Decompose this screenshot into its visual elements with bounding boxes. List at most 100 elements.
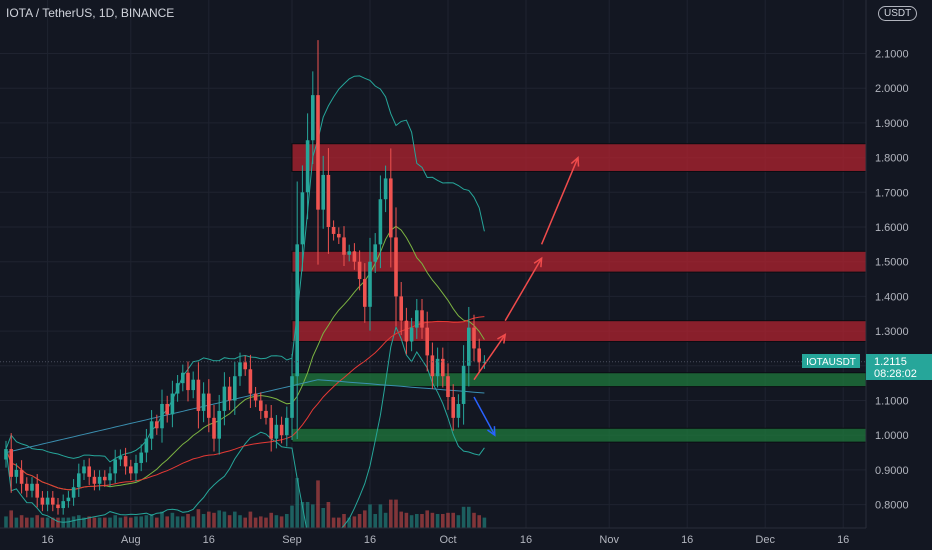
x-tick-label: Aug	[121, 534, 141, 546]
candle-body	[409, 327, 414, 342]
y-tick-label: 1.0000	[875, 430, 909, 442]
candle-body	[149, 421, 154, 439]
volume-bar	[82, 517, 86, 528]
projection-arrow-line	[473, 396, 496, 436]
candle-body	[451, 397, 455, 418]
candle-body	[347, 251, 351, 255]
x-tick-label: 16	[681, 534, 693, 546]
price-tag: IOTAUSDT 1.2115 08:28:02	[802, 354, 932, 380]
volume-bar	[207, 511, 211, 528]
candle-body	[77, 473, 81, 488]
y-tick-label: 0.9000	[875, 465, 909, 477]
volume-bar	[435, 514, 440, 528]
candle-body	[420, 310, 424, 328]
candle-body	[82, 466, 86, 474]
volume-bar	[129, 517, 133, 528]
volume-bar	[191, 516, 195, 528]
volume-bar	[108, 517, 112, 528]
symbol-tag-bg	[802, 354, 860, 368]
candle-body	[56, 504, 60, 509]
long-term-ma-line	[5, 379, 485, 454]
price-axis-background[interactable]	[866, 0, 932, 528]
candle-body	[144, 438, 149, 453]
volume-bar	[253, 517, 258, 528]
candle-body	[285, 417, 289, 436]
volume-bar	[123, 516, 128, 528]
volume-bar	[472, 512, 476, 528]
resistance-zone	[291, 250, 867, 273]
volume-bar	[118, 517, 123, 528]
y-tick-label: 1.9000	[875, 118, 909, 130]
candle-body	[40, 497, 45, 505]
volume-bar	[149, 514, 154, 528]
volume-bar	[97, 517, 102, 528]
volume-bar	[274, 515, 279, 528]
volume-bar	[399, 511, 403, 528]
candle-body	[259, 400, 263, 411]
candle-body	[389, 178, 393, 238]
volume-bar	[139, 516, 143, 528]
candle-body	[378, 199, 383, 245]
volume-bar	[160, 511, 164, 528]
y-tick-label: 1.7000	[875, 187, 909, 199]
volume-bar	[477, 515, 481, 528]
volume-bar	[227, 515, 232, 528]
volume-bar	[482, 517, 487, 528]
volume-bar	[196, 509, 201, 528]
resistance-zone	[291, 143, 867, 172]
x-tick-label: Oct	[439, 534, 456, 546]
volume-bar	[30, 517, 34, 528]
projection-arrow-head	[497, 333, 507, 344]
candle-body	[430, 355, 435, 377]
volume-bar	[305, 502, 310, 528]
y-tick-label: 1.4000	[875, 291, 909, 303]
volume-bar	[420, 514, 424, 528]
volume-bar	[279, 516, 284, 528]
candle-body	[139, 452, 143, 463]
candle-body	[357, 261, 362, 280]
volume-bar	[56, 517, 60, 528]
projection-arrow-line	[473, 334, 506, 381]
candle-body	[25, 483, 29, 491]
volume-bar	[233, 511, 237, 528]
volume-bar	[347, 517, 351, 528]
candle-body	[383, 178, 388, 200]
time-axis-background[interactable]	[0, 528, 932, 550]
candle-body	[14, 469, 19, 477]
volume-bar	[181, 516, 185, 528]
volume-bar	[51, 517, 55, 528]
projection-arrow-line	[504, 257, 543, 322]
volume-bar	[446, 512, 450, 528]
candle-body	[311, 95, 315, 141]
x-tick-label: Sep	[282, 534, 302, 546]
candle-body	[399, 296, 403, 321]
x-tick-label: Dec	[755, 534, 775, 546]
candle-body	[456, 403, 461, 418]
candle-body	[243, 362, 247, 370]
x-tick-label: 16	[837, 534, 849, 546]
volume-bar	[14, 517, 19, 528]
candle-body	[35, 483, 39, 498]
volume-bar	[77, 515, 81, 528]
candle-body	[97, 476, 102, 484]
volume-bar	[201, 514, 206, 528]
volume-bar	[35, 515, 39, 528]
y-tick-label: 1.1000	[875, 396, 909, 408]
price-tag-countdown: 08:28:02	[874, 368, 917, 380]
volume-bar	[316, 480, 320, 528]
volume-bar	[113, 515, 117, 528]
volume-bar	[19, 515, 24, 528]
bollinger-upper-line	[5, 75, 485, 463]
currency-badge[interactable]: USDT	[878, 6, 918, 21]
volume-bar	[87, 516, 91, 528]
volume-bar	[45, 517, 50, 528]
y-axis-ticks: 0.80000.90001.00001.10001.20001.30001.40…	[875, 49, 909, 512]
candle-body	[134, 462, 138, 474]
volume-bar	[25, 517, 29, 528]
volume-bar	[383, 512, 388, 528]
candle-body	[113, 459, 117, 474]
candle-body	[446, 376, 450, 398]
volume-bar	[425, 510, 429, 528]
candle-body	[290, 376, 294, 418]
